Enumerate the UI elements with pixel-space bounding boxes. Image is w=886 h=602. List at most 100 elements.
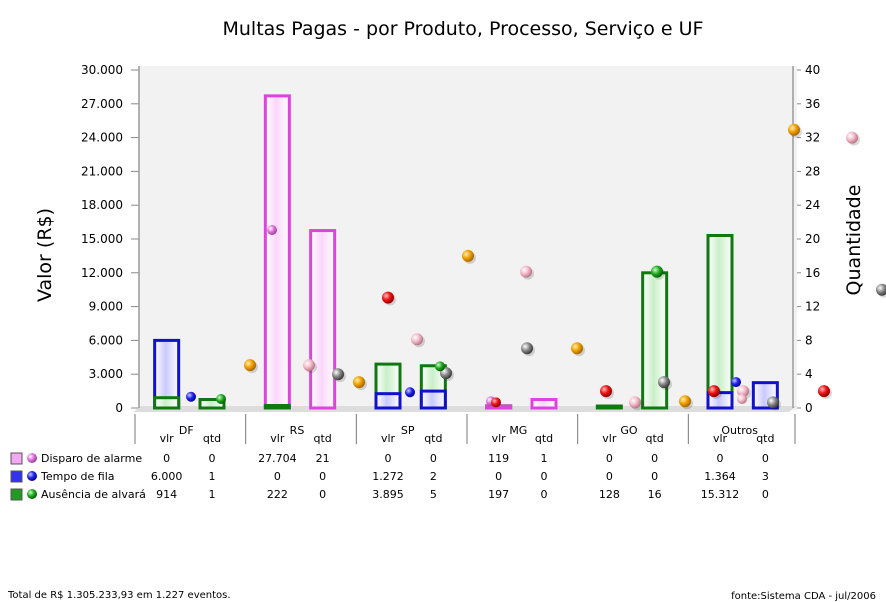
marker-pink	[411, 333, 423, 346]
marker-pink	[846, 131, 858, 144]
table-cell: 5	[430, 488, 437, 501]
marker-orange	[788, 123, 800, 136]
marker-pink	[303, 359, 315, 372]
table-cell: 15.312	[701, 488, 740, 501]
bars	[153, 94, 779, 410]
table-cell: 0	[319, 488, 326, 501]
y2-axis-ticks: 0 4 8 12 16 20 24 28 32 36 40	[805, 63, 820, 415]
y-tick-label: 12.000	[81, 266, 123, 280]
y2-tick-label: 8	[805, 333, 813, 347]
table-cell: 0	[717, 452, 724, 465]
table-cell: 914	[156, 488, 177, 501]
legend-label: Ausência de alvará	[41, 488, 146, 501]
legend-swatch	[10, 488, 23, 501]
legend-sphere	[27, 489, 37, 499]
y2-tick-label: 16	[805, 266, 820, 280]
table-cell: 6.000	[151, 470, 183, 483]
subgroup-label-vlr: vlr	[713, 432, 728, 445]
bar-aus-ncia-de-alvar--vlr	[706, 233, 734, 410]
table-cell: 0	[385, 452, 392, 465]
table-cell: 1.272	[372, 470, 404, 483]
subgroup-label-qtd: qtd	[424, 432, 442, 445]
plot-frame	[133, 66, 797, 412]
y-axis-label: Valor (R$)	[34, 208, 56, 302]
table-cell: 0	[606, 452, 613, 465]
subgroup-label-qtd: qtd	[314, 432, 332, 445]
table-cell: 1	[541, 452, 548, 465]
y2-tick-label: 20	[805, 232, 820, 246]
bar-aus-ncia-de-alvar--vlr	[595, 404, 623, 410]
y-tick-label: 9.000	[89, 300, 123, 314]
marker-red	[708, 385, 720, 398]
subgroup-label-vlr: vlr	[270, 432, 285, 445]
marker-gray	[332, 368, 344, 381]
marker-gray	[521, 342, 533, 355]
table-cell: 1.364	[704, 470, 736, 483]
subgroup-label-vlr: vlr	[160, 432, 175, 445]
footer-total: Total de R$ 1.305.233,93 em 1.227 evento…	[8, 590, 231, 601]
marker-red	[491, 397, 501, 408]
legend-swatch	[10, 470, 23, 483]
table-cell: 0	[430, 452, 437, 465]
bar-tempo-de-fila-qtd	[419, 389, 447, 410]
marker-red	[818, 385, 830, 398]
table-cell: 0	[762, 488, 769, 501]
table-cell: 0	[163, 452, 170, 465]
table-cell: 27.704	[258, 452, 297, 465]
group-label: GO	[620, 424, 638, 437]
chart-title: Multas Pagas - por Produto, Processo, Se…	[222, 18, 703, 40]
y-tick-label: 21.000	[81, 164, 123, 178]
y2-axis-label: Quantidade	[843, 185, 865, 296]
bar-aus-ncia-de-alvar--vlr	[263, 403, 291, 410]
table-cell: 0	[541, 470, 548, 483]
table-cell: 222	[267, 488, 288, 501]
bar-aus-ncia-de-alvar--qtd	[198, 398, 226, 410]
table-cell: 128	[599, 488, 620, 501]
marker-pink	[737, 385, 749, 398]
legend-label: Disparo de alarme	[41, 452, 142, 465]
marker-orange	[244, 359, 256, 372]
y-tick-label: 30.000	[81, 63, 123, 77]
y-tick-label: 24.000	[81, 131, 123, 145]
group-label: DF	[179, 424, 194, 437]
subgroup-label-vlr: vlr	[602, 432, 617, 445]
table-cell: 1	[209, 470, 216, 483]
bar-tempo-de-fila-vlr	[374, 392, 402, 410]
group-label: SP	[401, 424, 415, 437]
table-cell: 0	[762, 452, 769, 465]
bar-disparo-de-alarme-qtd	[309, 229, 337, 410]
marker-orange	[353, 376, 365, 389]
footer-source: fonte:Sistema CDA - jul/2006	[731, 591, 876, 602]
y-tick-label: 6.000	[89, 333, 123, 347]
table-cell: 119	[488, 452, 509, 465]
y2-tick-label: 0	[805, 401, 813, 415]
data-table: Disparo de alarme 0 0 27.704 21 0 0 119 1 0 0 0 0 Tem…	[10, 452, 769, 501]
y2-tick-label: 24	[805, 198, 820, 212]
subgroup-label-qtd: qtd	[535, 432, 553, 445]
marker-red	[382, 291, 394, 304]
table-cell: 0	[651, 452, 658, 465]
marker-blue	[731, 377, 741, 388]
table-cell: 0	[319, 470, 326, 483]
subgroup-label-qtd: qtd	[203, 432, 221, 445]
plot-floor	[133, 406, 797, 412]
y2-tick-label: 12	[805, 300, 820, 314]
y-tick-label: 27.000	[81, 97, 123, 111]
y-tick-label: 18.000	[81, 198, 123, 212]
marker-red	[600, 385, 612, 398]
marker-gray	[658, 376, 670, 389]
y-tick-label: 3.000	[89, 367, 123, 381]
marker-green	[651, 265, 663, 278]
table-cell: 0	[274, 470, 281, 483]
marker-orange	[571, 342, 583, 355]
y2-tick-label: 32	[805, 131, 820, 145]
y-axis-ticks: 0 3.000 6.000 9.000 12.000 15.000 18.000 21.000…	[81, 63, 123, 415]
marker-gray	[876, 283, 886, 296]
table-cell: 21	[316, 452, 330, 465]
marker-gray	[767, 396, 779, 409]
subgroup-label-vlr: vlr	[381, 432, 396, 445]
marker-green	[435, 361, 445, 372]
legend-label: Tempo de fila	[40, 470, 115, 483]
